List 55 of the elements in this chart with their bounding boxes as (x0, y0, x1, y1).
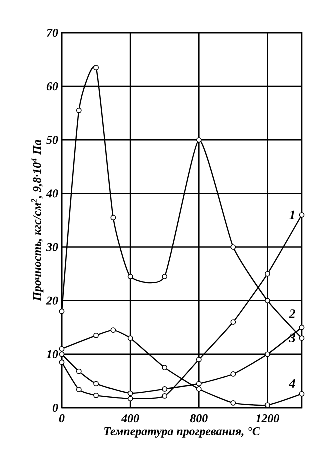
x-tick-label: 800 (190, 414, 208, 423)
y-tick-label: 20 (46, 296, 58, 305)
point (265, 352, 270, 358)
point (59, 352, 65, 358)
point (110, 328, 116, 334)
point (59, 360, 65, 366)
point (162, 365, 168, 371)
point (196, 137, 202, 143)
point (230, 320, 236, 325)
x-axis-title: Температура прогревания, °С (104, 427, 260, 438)
series-label: 4 (289, 379, 296, 388)
point (230, 372, 236, 377)
y-tick-label: 60 (46, 82, 58, 91)
y-tick-label: 40 (46, 190, 58, 198)
y-axis-title: Прочность, кгс/см$^{2}$, 9,8·10$^{4}$ Па (32, 140, 44, 302)
point (196, 386, 202, 392)
point (110, 215, 116, 221)
y-tick-label: 70 (47, 28, 58, 38)
point (59, 346, 65, 352)
point (94, 332, 99, 338)
point (76, 368, 82, 374)
x-tick-label: 400 (121, 414, 140, 423)
x-tick-label: 1200 (256, 414, 280, 423)
point (162, 386, 168, 392)
point (128, 336, 134, 342)
point (196, 357, 202, 362)
y-tick-label: 30 (46, 243, 58, 252)
point (162, 274, 168, 280)
y-tick-label: 10 (46, 350, 58, 358)
point (94, 381, 99, 387)
point (128, 396, 134, 402)
y-tick-label: 50 (46, 136, 58, 144)
point (162, 394, 168, 399)
series-label: 3 (289, 334, 296, 343)
series-label: 1 (290, 210, 294, 220)
point (59, 308, 65, 314)
series-label: 2 (289, 310, 296, 318)
point (94, 65, 99, 71)
point (299, 336, 305, 342)
point (94, 392, 99, 398)
point (299, 391, 305, 397)
point (265, 271, 270, 277)
point (76, 108, 82, 114)
point (76, 387, 82, 392)
point (196, 381, 202, 387)
point (265, 298, 270, 304)
point (299, 212, 305, 218)
point (128, 274, 134, 280)
point (299, 324, 305, 330)
point (265, 402, 270, 408)
point (128, 390, 134, 396)
x-tick-label: 0 (59, 414, 65, 423)
point (230, 244, 236, 250)
y-tick-label: 0 (52, 404, 58, 412)
point (230, 400, 236, 406)
